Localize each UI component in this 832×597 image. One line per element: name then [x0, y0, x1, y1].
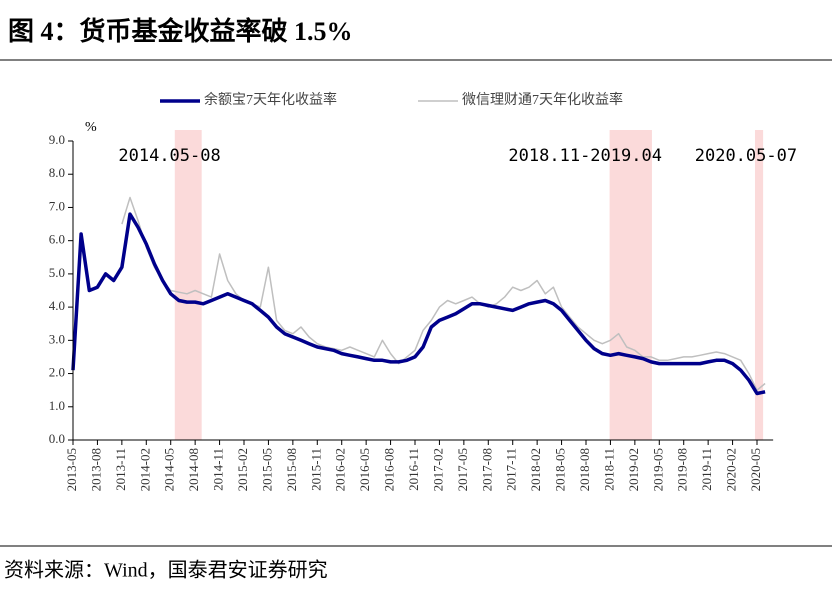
y-tick-label: 2.0	[49, 365, 65, 380]
x-tick-label: 2019-02	[626, 448, 641, 491]
x-tick-label: 2016-02	[333, 448, 348, 491]
x-tick-label: 2018-02	[528, 448, 543, 491]
x-tick-label: 2018-08	[577, 448, 592, 491]
x-tick-label: 2013-05	[64, 448, 79, 491]
x-tick-label: 2015-05	[259, 448, 274, 491]
series-line	[121, 196, 766, 391]
legend-label: 微信理财通7天年化收益率	[462, 91, 623, 108]
source: 资料来源：Wind，国泰君安证券研究	[4, 559, 328, 582]
highlight-label: 2018.11-2019.04	[508, 146, 662, 166]
y-tick-label: 8.0	[49, 165, 65, 180]
x-tick-label: 2014-11	[211, 448, 226, 491]
series-line	[71, 212, 766, 396]
x-tick-label: 2017-08	[479, 448, 494, 491]
highlight-band	[754, 130, 764, 440]
x-tick-label: 2015-02	[235, 448, 250, 491]
highlight-label: 2014.05-08	[118, 146, 220, 166]
x-tick-label: 2019-08	[675, 448, 690, 491]
y-tick-label: 3.0	[49, 331, 65, 346]
x-tick-label: 2019-11	[699, 448, 714, 491]
x-tick-label: 2017-11	[504, 448, 519, 491]
x-tick-label: 2019-05	[650, 448, 665, 491]
x-tick-label: 2014-08	[186, 448, 201, 491]
highlight-band	[609, 130, 652, 440]
x-tick-label: 2016-11	[406, 448, 421, 491]
x-tick-label: 2020-02	[724, 448, 739, 491]
y-tick-label: 0.0	[49, 431, 65, 446]
y-tick-label: 6.0	[49, 232, 65, 247]
highlight-label: 2020.05-07	[695, 146, 797, 166]
x-tick-label: 2015-08	[284, 448, 299, 491]
y-tick-label: 5.0	[49, 265, 65, 280]
y-tick-label: 9.0	[49, 132, 65, 147]
y-tick-label: 1.0	[49, 398, 65, 413]
chart-title: 图 4：货币基金收益率破 1.5%	[8, 16, 353, 46]
x-tick-label: 2018-11	[601, 448, 616, 491]
x-tick-label: 2017-05	[455, 448, 470, 491]
highlights: 2014.05-08 2018.11-2019.04 2020.05-07	[118, 130, 797, 440]
y-unit: %	[85, 120, 97, 135]
x-tick-label: 2013-08	[88, 448, 103, 491]
x-tick-label: 2016-08	[382, 448, 397, 491]
x-tick-label: 2014-02	[137, 448, 152, 491]
legend-label: 余额宝7天年化收益率	[204, 91, 337, 108]
highlight-band	[174, 130, 202, 440]
x-tick-label: 2020-05	[748, 448, 763, 491]
x-tick-label: 2016-05	[357, 448, 372, 491]
plot	[71, 196, 766, 396]
x-tick-label: 2013-11	[113, 448, 128, 491]
x-tick-label: 2014-05	[162, 448, 177, 491]
y-tick-label: 4.0	[49, 298, 65, 313]
y-tick-label: 7.0	[49, 198, 65, 213]
x-tick-label: 2018-05	[553, 448, 568, 491]
x-tick-label: 2015-11	[308, 448, 323, 491]
x-tick-label: 2017-02	[430, 448, 445, 491]
